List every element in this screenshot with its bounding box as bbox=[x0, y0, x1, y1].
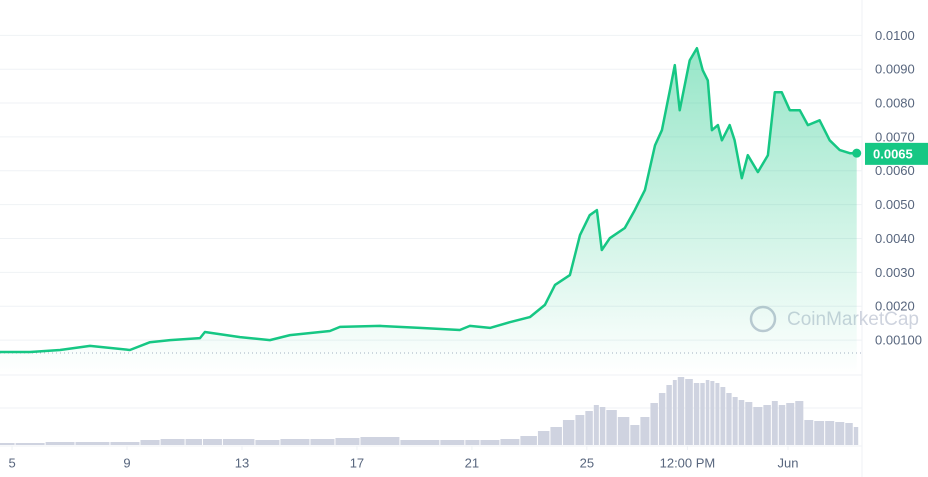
volume-bar bbox=[45, 442, 75, 445]
volume-bar bbox=[585, 411, 593, 445]
volume-bar bbox=[814, 421, 825, 445]
volume-bar bbox=[15, 443, 45, 445]
volume-bar bbox=[537, 431, 550, 445]
y-tick-label: 0.0050 bbox=[875, 197, 915, 212]
volume-bar bbox=[753, 407, 763, 445]
volume-bar bbox=[710, 381, 715, 445]
volume-bar bbox=[726, 393, 732, 445]
volume-bar bbox=[732, 397, 738, 445]
volume-bar bbox=[771, 401, 778, 445]
volume-bar bbox=[658, 393, 666, 445]
volume-bar bbox=[360, 437, 400, 445]
x-tick-label: Jun bbox=[778, 455, 799, 470]
volume-bar bbox=[786, 403, 795, 445]
y-tick-label: 0.0090 bbox=[875, 62, 915, 77]
volume-bar bbox=[75, 442, 110, 445]
volume-bar bbox=[593, 405, 599, 445]
volume-bar bbox=[804, 420, 814, 445]
volume-bar bbox=[666, 385, 672, 445]
price-tag bbox=[865, 142, 928, 165]
volume-bar bbox=[599, 407, 606, 445]
volume-bar bbox=[693, 383, 700, 445]
volume-bar bbox=[480, 440, 500, 445]
volume-bar bbox=[853, 427, 859, 445]
volume-bar bbox=[520, 436, 537, 445]
y-tick-label: 0.0020 bbox=[875, 299, 915, 314]
volume-bar bbox=[0, 443, 15, 445]
volume-bar bbox=[795, 401, 804, 445]
volume-bar bbox=[110, 442, 140, 445]
volume-bar bbox=[562, 420, 575, 445]
volume-bar bbox=[440, 440, 465, 445]
x-tick-label: 25 bbox=[580, 455, 594, 470]
volume-bar bbox=[465, 440, 480, 445]
volume-bar bbox=[575, 415, 585, 445]
volume-bar bbox=[140, 440, 160, 445]
volume-bar bbox=[222, 439, 255, 445]
x-tick-label: 17 bbox=[350, 455, 364, 470]
y-tick-label: 0.0030 bbox=[875, 265, 915, 280]
volume-bar bbox=[255, 440, 280, 445]
current-dot bbox=[852, 148, 862, 158]
x-tick-label: 9 bbox=[123, 455, 130, 470]
volume-bar bbox=[640, 417, 650, 445]
y-tick-label: 0.00100 bbox=[875, 333, 922, 348]
volume-bar bbox=[685, 379, 693, 445]
price-tag-label: 0.0065 bbox=[873, 146, 913, 161]
volume-bar bbox=[700, 383, 705, 445]
x-tick-label: 13 bbox=[235, 455, 249, 470]
volume-bar bbox=[550, 427, 562, 445]
volume-bar bbox=[763, 405, 771, 445]
volume-bar bbox=[650, 403, 658, 445]
x-tick-label: 5 bbox=[8, 455, 15, 470]
x-tick-label: 21 bbox=[465, 455, 479, 470]
x-tick-label: 12:00 PM bbox=[660, 455, 716, 470]
volume-bar bbox=[778, 405, 786, 445]
volume-bar bbox=[677, 377, 685, 445]
volume-bar bbox=[715, 383, 720, 445]
volume-bar bbox=[825, 421, 835, 445]
volume-bar bbox=[160, 439, 185, 445]
y-tick-label: 0.0040 bbox=[875, 231, 915, 246]
volume-bar bbox=[310, 439, 335, 445]
y-tick-label: 0.0100 bbox=[875, 28, 915, 43]
volume-bar bbox=[672, 380, 677, 445]
price-line bbox=[0, 46, 857, 354]
y-tick-label: 0.0060 bbox=[875, 163, 915, 178]
y-tick-label: 0.0070 bbox=[875, 129, 915, 144]
y-tick-label: 0.0080 bbox=[875, 95, 915, 110]
volume-bar bbox=[720, 387, 726, 445]
volume-bar bbox=[500, 439, 520, 445]
volume-bar bbox=[738, 400, 745, 445]
volume-bar bbox=[606, 410, 617, 445]
area-fill bbox=[0, 48, 857, 374]
volume-bar bbox=[845, 423, 853, 445]
volume-bar bbox=[185, 439, 202, 445]
volume-bar bbox=[202, 439, 222, 445]
volume-bar bbox=[705, 380, 710, 445]
volume-bar bbox=[400, 440, 440, 445]
volume-bar bbox=[630, 425, 640, 445]
volume-bar bbox=[335, 438, 360, 445]
volume-bar bbox=[745, 402, 753, 445]
volume-bar bbox=[835, 422, 845, 445]
volume-bar bbox=[617, 417, 630, 445]
volume-bar bbox=[280, 439, 310, 445]
